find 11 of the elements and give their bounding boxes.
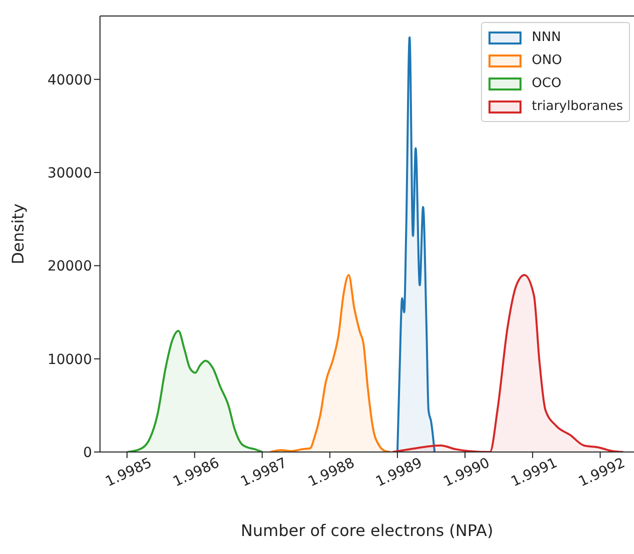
y-tick-label: 0 — [83, 444, 92, 461]
legend-label: triarylboranes — [532, 99, 623, 114]
legend-label: OCO — [532, 76, 562, 91]
y-tick-label: 10000 — [47, 352, 92, 368]
legend-label: NNN — [532, 30, 561, 45]
y-tick-label: 30000 — [47, 165, 92, 182]
y-axis-title: Density — [8, 204, 28, 264]
y-tick-label: 40000 — [47, 72, 92, 88]
legend-label: ONO — [532, 53, 562, 68]
x-axis-title: Number of core electrons (NPA) — [240, 521, 494, 540]
y-tick-label: 20000 — [47, 258, 92, 275]
